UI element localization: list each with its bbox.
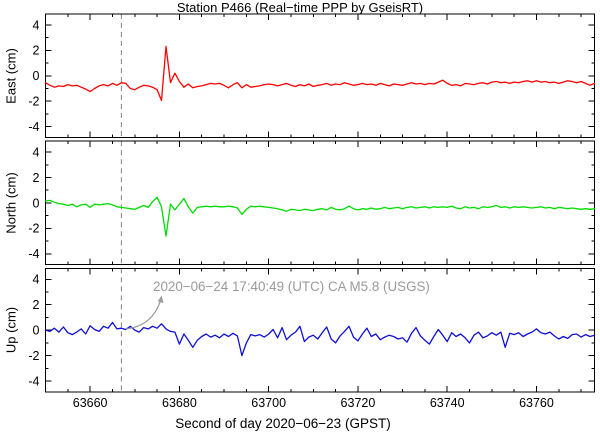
x-tick-label: 63660 xyxy=(73,396,108,410)
y-tick-label: 4 xyxy=(33,273,40,287)
series-line-north xyxy=(44,196,596,237)
series-line-up xyxy=(44,321,596,357)
ylabel-north: North (cm) xyxy=(3,172,19,234)
panel-box-east xyxy=(45,13,595,138)
x-tick-label: 63700 xyxy=(251,396,286,410)
xlabel: Second of day 2020−06−23 (GPST) xyxy=(175,416,391,431)
y-tick-label: 0 xyxy=(33,324,40,338)
x-tick-label: 63760 xyxy=(519,396,554,410)
annotation-arrow xyxy=(125,298,162,330)
y-tick-label: -4 xyxy=(28,247,39,261)
ylabel-east: East (cm) xyxy=(3,48,19,104)
y-tick-label: 2 xyxy=(33,44,40,58)
y-tick-label: -2 xyxy=(28,95,39,109)
y-tick-label: -2 xyxy=(28,222,39,236)
y-tick-label: 4 xyxy=(33,18,40,32)
ylabel-up: Up (cm) xyxy=(3,306,19,354)
y-tick-label: 4 xyxy=(33,146,40,160)
annotation-arrowhead xyxy=(157,295,164,303)
event-annotation: 2020−06−24 17:40:49 (UTC) CA M5.8 (USGS) xyxy=(153,279,430,294)
x-tick-label: 63680 xyxy=(162,396,197,410)
panel-box-north xyxy=(45,140,595,266)
x-tick-label: 63740 xyxy=(430,396,465,410)
y-tick-label: -2 xyxy=(28,349,39,363)
y-tick-label: -4 xyxy=(28,120,39,134)
x-tick-label: 63720 xyxy=(341,396,376,410)
y-tick-label: 0 xyxy=(33,196,40,210)
series-line-east xyxy=(44,45,596,102)
y-tick-label: -4 xyxy=(28,374,39,388)
y-tick-label: 2 xyxy=(33,298,40,312)
y-tick-label: 2 xyxy=(33,171,40,185)
y-tick-label: 0 xyxy=(33,69,40,83)
chart-title: Station P466 (Real−time PPP by GseisRT) xyxy=(176,0,424,15)
